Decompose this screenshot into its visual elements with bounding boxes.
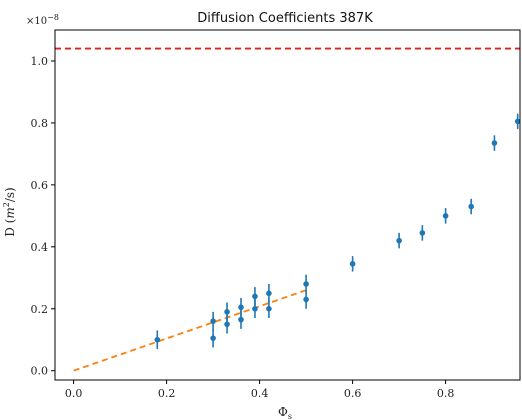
- data-point: [303, 281, 309, 287]
- y-multiplier-label: ×10−8: [26, 13, 59, 27]
- chart-title: Diffusion Coefficients 387K: [197, 11, 373, 26]
- x-axis: 0.0 0.2 0.4 0.6 0.8: [65, 380, 455, 400]
- x-axis-label: Φs: [278, 405, 292, 420]
- y-tick-label: 0.8: [31, 117, 49, 130]
- data-point: [210, 318, 216, 324]
- data-point: [442, 213, 449, 219]
- plot-marks: [55, 47, 521, 372]
- data-point: [252, 305, 258, 312]
- x-tick-label: 0.0: [65, 387, 83, 400]
- y-tick-label: 0.6: [31, 179, 49, 192]
- data-point: [252, 293, 258, 300]
- data-point: [468, 203, 474, 210]
- data-point: [396, 237, 402, 244]
- data-point: [514, 118, 521, 125]
- y-axis: 0.0 0.2 0.4 0.6 0.8 1.0: [31, 55, 55, 378]
- data-point: [303, 296, 309, 303]
- linear-fit-line: [73, 289, 307, 372]
- data-point: [419, 230, 426, 236]
- data-point: [224, 309, 230, 315]
- data-point: [491, 140, 498, 146]
- x-tick-label: 0.8: [437, 387, 455, 400]
- y-tick-label: 0.0: [31, 365, 49, 378]
- data-point: [266, 305, 272, 312]
- data-point: [238, 316, 244, 323]
- y-axis-label: D (m2/s): [2, 187, 17, 237]
- x-tick-label: 0.4: [251, 387, 269, 400]
- y-tick-label: 0.2: [31, 303, 49, 316]
- y-tick-label: 1.0: [31, 55, 49, 68]
- data-point: [154, 336, 161, 343]
- data-point: [238, 304, 244, 311]
- plot-frame: [54, 29, 521, 381]
- data-point: [210, 335, 216, 341]
- y-tick-label: 0.4: [31, 241, 49, 254]
- x-tick-label: 0.2: [158, 387, 176, 400]
- x-tick-label: 0.6: [344, 387, 362, 400]
- data-point: [266, 290, 272, 297]
- data-point: [224, 321, 230, 328]
- data-point: [349, 261, 356, 267]
